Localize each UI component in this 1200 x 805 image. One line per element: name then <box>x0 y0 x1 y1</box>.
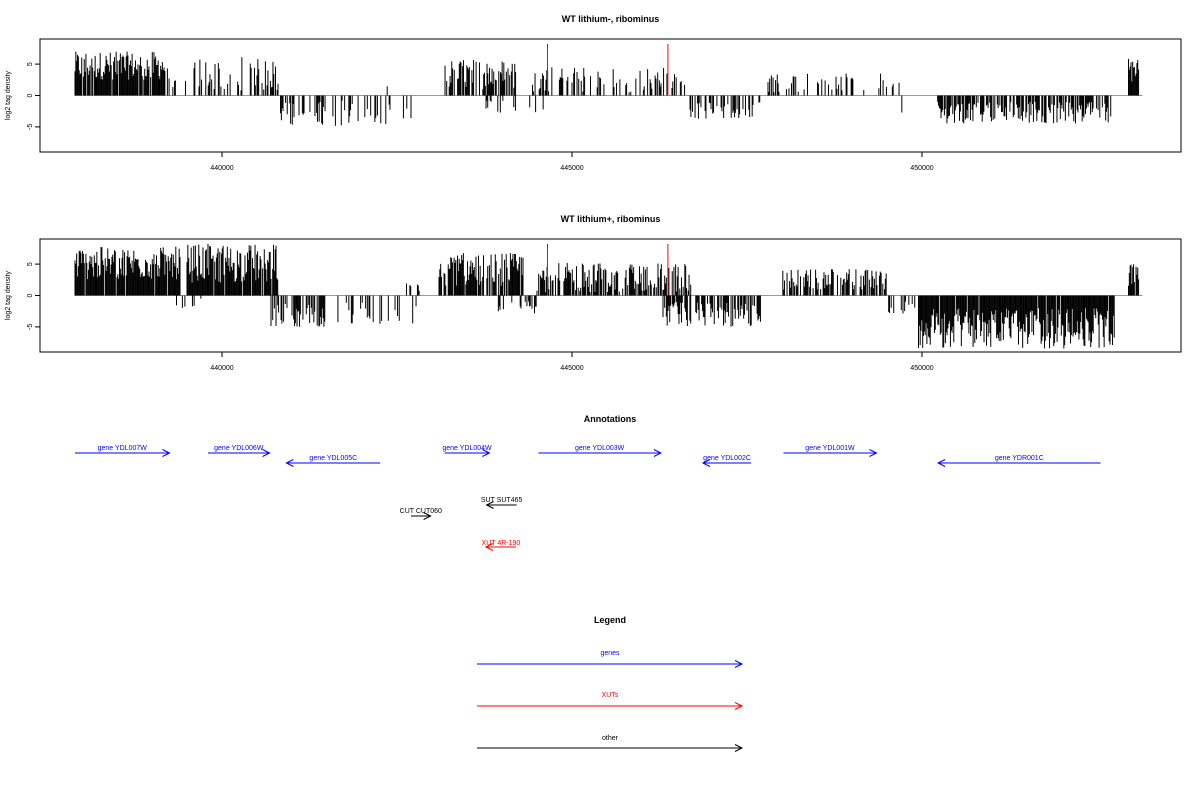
y-tick-label: 5 <box>27 62 34 66</box>
legend-label-other: other <box>602 735 619 742</box>
x-tick-label: 450000 <box>910 165 933 172</box>
annotation-arrow-gene-ydl006w <box>208 449 271 457</box>
annotation-arrow-gene-ydl007w <box>75 449 171 457</box>
y-tick-label: 0 <box>27 293 34 297</box>
density-bars <box>74 51 1140 126</box>
x-tick-label: 440000 <box>210 365 233 372</box>
y-axis-label: log2 tag density <box>5 270 12 320</box>
annotation-label-gene-ydl001w: gene YDL001W <box>805 445 855 452</box>
annotation-label-cut-cut060: CUT CUT060 <box>400 508 442 515</box>
legend-arrow-xuts <box>477 702 744 710</box>
chart-panel-lithium-minus: WT lithium-, ribominus log2 tag density 5 0… <box>5 14 1182 172</box>
annotation-arrow-gene-ydl004w <box>444 449 491 457</box>
annotation-label-xut-4r-190: XUT 4R-190 <box>482 540 521 547</box>
annotation-label-gene-ydl002c: gene YDL002C <box>703 455 751 462</box>
y-tick-label: -5 <box>27 324 34 330</box>
legend-panel: Legend genes XUTs other <box>477 615 744 752</box>
y-tick-label: 0 <box>27 93 34 97</box>
legend-arrow-other <box>477 744 744 752</box>
x-tick-label: 445000 <box>560 365 583 372</box>
annotation-label-gene-ydl005c: gene YDL005C <box>309 455 357 462</box>
annotation-arrow-gene-ydl003w <box>538 449 663 457</box>
annotation-label-gene-ydl004w: gene YDL004W <box>442 445 492 452</box>
annotation-arrow-sut-sut465 <box>485 501 517 509</box>
annotation-label-sut-sut465: SUT SUT465 <box>481 497 523 504</box>
chart-title: WT lithium-, ribominus <box>562 14 660 24</box>
legend-title: Legend <box>594 615 626 625</box>
annotation-arrow-xut-4r-190 <box>484 543 516 551</box>
annotation-arrow-cut-cut060 <box>411 512 432 520</box>
legend-label-xuts: XUTs <box>602 692 619 699</box>
annotation-label-gene-ydl003w: gene YDL003W <box>575 445 625 452</box>
x-tick-label: 450000 <box>910 365 933 372</box>
y-axis-label: log2 tag density <box>5 70 12 120</box>
annotations-panel: Annotations gene YDL007W gene YDL006W gene… <box>75 414 1101 551</box>
annotation-label-gene-ydr001c: gene YDR001C <box>995 455 1044 462</box>
annotation-label-gene-ydl007w: gene YDL007W <box>98 445 148 452</box>
x-tick-label: 445000 <box>560 165 583 172</box>
y-tick-label: 5 <box>27 262 34 266</box>
annotation-arrow-gene-ydl005c <box>285 459 381 467</box>
annotations-title: Annotations <box>584 414 637 424</box>
annotation-arrow-gene-ydr001c <box>936 459 1101 467</box>
chart-panel-lithium-plus: WT lithium+, ribominus log2 tag density 5 0… <box>5 214 1182 372</box>
annotation-label-gene-ydl006w: gene YDL006W <box>214 445 264 452</box>
density-bars <box>74 244 1140 349</box>
x-tick-label: 440000 <box>210 165 233 172</box>
annotation-arrow-gene-ydl001w <box>783 449 878 457</box>
annotation-arrow-gene-ydl002c <box>701 459 752 467</box>
y-tick-label: -5 <box>27 124 34 130</box>
legend-label-genes: genes <box>600 650 620 657</box>
legend-arrow-genes <box>477 660 744 668</box>
chart-title: WT lithium+, ribominus <box>561 214 661 224</box>
